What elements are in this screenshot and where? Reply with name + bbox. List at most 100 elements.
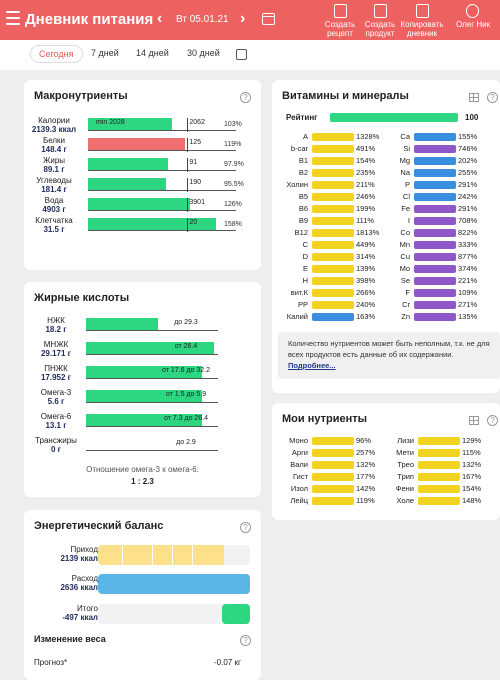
target-label: min 2028	[96, 119, 125, 126]
prev-day-icon[interactable]: ‹	[157, 10, 163, 27]
nutrient-name: Вали	[290, 460, 308, 469]
fat-bar	[86, 390, 203, 402]
fat-value: 17.952 г	[40, 373, 72, 382]
nutrient-percent: 314%	[356, 252, 376, 261]
target-label: 190	[189, 179, 202, 186]
segment-divider	[192, 545, 193, 565]
nutrient-percent: 242%	[458, 192, 478, 201]
macro-bar	[88, 118, 172, 130]
calendar-icon[interactable]	[236, 49, 247, 60]
baseline	[88, 150, 236, 151]
nutrient-bar	[414, 181, 456, 189]
nutrient-percent: 257%	[356, 448, 376, 457]
macro-bar	[88, 138, 185, 150]
nutrient-percent: 109%	[458, 288, 478, 297]
target-marker	[187, 198, 189, 212]
nutrient-name: B5	[298, 192, 308, 201]
nutrient-name: P	[404, 180, 410, 189]
current-date[interactable]: Вт 05.01.21	[176, 14, 229, 25]
menu-icon[interactable]	[6, 11, 20, 25]
user-profile-button[interactable]: Олег Ник	[456, 4, 500, 29]
target-marker	[187, 158, 189, 172]
nutrient-name: Моно	[289, 436, 308, 445]
fat-bar	[86, 366, 203, 378]
nutrient-bar	[418, 437, 460, 445]
nutrient-name: b-car	[290, 144, 308, 153]
nutrient-name: Na	[400, 168, 410, 177]
range-label: от 1.5 до 5.9	[165, 391, 207, 398]
card-title: Энергетический баланс	[34, 520, 164, 532]
help-icon[interactable]: ?	[240, 92, 251, 103]
card-title: Макронутриенты	[34, 90, 128, 102]
nutrient-name: H	[302, 276, 308, 285]
macro-value: 4903 г	[42, 205, 66, 214]
next-day-icon[interactable]: ›	[240, 10, 246, 27]
nutrient-bar	[312, 217, 354, 225]
nutrient-percent: 1328%	[356, 132, 380, 141]
target-label: 2062	[189, 119, 205, 126]
baseline	[88, 170, 236, 171]
energy-balance-card: Энергетический баланс ? Приход 2139 ккал …	[24, 510, 261, 680]
help-icon[interactable]: ?	[240, 522, 251, 533]
segment-divider	[172, 545, 173, 565]
nutrient-name: Холин	[286, 180, 308, 189]
nutrient-name: Si	[403, 144, 410, 153]
help-icon[interactable]: ?	[487, 92, 498, 103]
nutrient-percent: 255%	[458, 168, 478, 177]
baseline	[86, 378, 218, 379]
range-label: от 7.3 до 26.4	[163, 415, 209, 422]
tab-today[interactable]: Сегодня	[30, 45, 83, 63]
nutrient-percent: 333%	[458, 240, 478, 249]
help-icon[interactable]: ?	[487, 415, 498, 426]
nutrient-bar	[312, 253, 354, 261]
range-label: до 29.3	[174, 319, 198, 326]
create-recipe-button[interactable]: Создать рецепт	[318, 4, 362, 38]
nutrient-percent: 129%	[462, 436, 482, 445]
table-view-icon[interactable]	[469, 416, 479, 425]
nutrient-percent: 139%	[356, 264, 376, 273]
macro-name: Жиры	[42, 156, 66, 165]
nutrient-percent: 291%	[458, 204, 478, 213]
fat-label: Трансжиры 0 г	[30, 436, 82, 454]
incomplete-data-note: Количество нутриентов может быть неполны…	[278, 332, 500, 379]
target-marker	[187, 118, 189, 132]
nutrient-percent: 202%	[458, 156, 478, 165]
tab-30-days[interactable]: 30 дней	[187, 48, 220, 58]
nutrient-percent: 271%	[458, 300, 478, 309]
user-avatar-icon	[466, 4, 479, 18]
nutrient-bar	[414, 313, 456, 321]
macro-label: Жиры 89.1 г	[28, 156, 80, 174]
create-product-button[interactable]: Создать продукт	[358, 4, 402, 38]
help-icon[interactable]: ?	[240, 635, 251, 646]
omega-ratio-label: Отношение омега-3 к омега-6:	[86, 465, 199, 474]
nutrient-percent: 163%	[356, 312, 376, 321]
nutrient-bar	[312, 265, 354, 273]
nutrient-bar	[418, 461, 460, 469]
fat-name: Трансжиры	[35, 436, 77, 445]
page-title: Дневник питания	[25, 11, 154, 28]
nutrient-percent: 211%	[356, 180, 375, 189]
nutrient-percent: 746%	[458, 144, 478, 153]
baseline	[86, 402, 218, 403]
table-view-icon[interactable]	[469, 93, 479, 102]
nutrient-percent: 235%	[356, 168, 376, 177]
nutrient-name: Холе	[396, 496, 414, 505]
macro-label: Калории 2139.3 ккал	[28, 116, 80, 134]
nutrient-percent: 246%	[356, 192, 376, 201]
calendar-icon[interactable]	[262, 13, 275, 25]
copy-diary-button[interactable]: Копировать дневник	[400, 4, 444, 38]
period-tabs: Сегодня 7 дней 14 дней 30 дней	[0, 40, 500, 70]
nutrient-name: B12	[294, 228, 308, 237]
total-bar	[222, 604, 250, 624]
nutrient-bar	[312, 241, 354, 249]
macro-bar	[88, 158, 168, 170]
nutrient-bar	[312, 133, 354, 141]
nutrient-name: A	[302, 132, 308, 141]
tab-14-days[interactable]: 14 дней	[136, 48, 169, 58]
more-link[interactable]: Подробнее...	[288, 361, 336, 370]
baseline	[88, 230, 236, 231]
baseline	[86, 354, 218, 355]
tab-7-days[interactable]: 7 дней	[91, 48, 119, 58]
target-label: 125	[189, 139, 202, 146]
nutrient-percent: 374%	[458, 264, 478, 273]
